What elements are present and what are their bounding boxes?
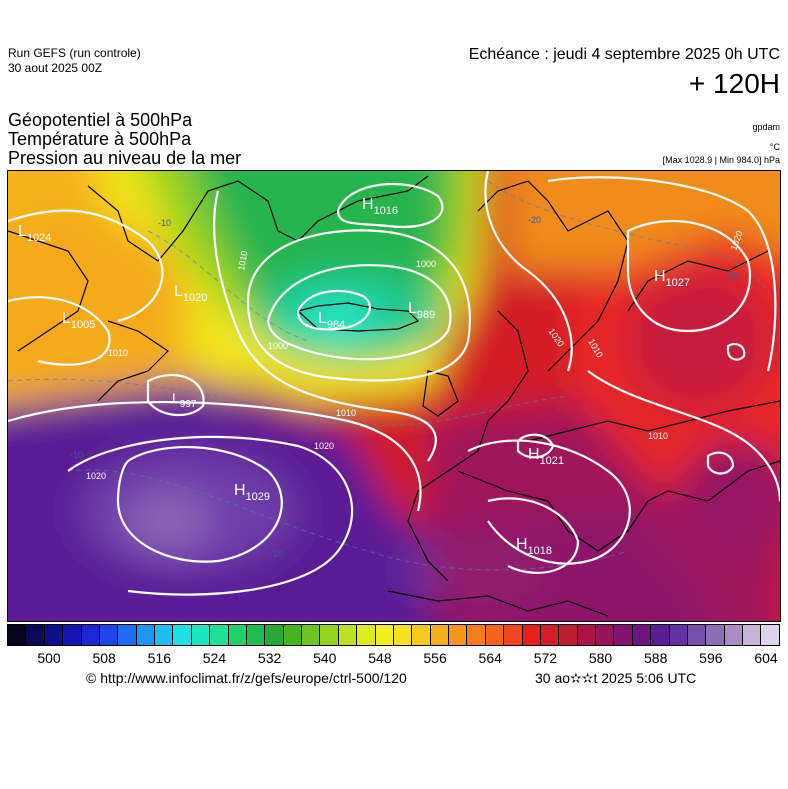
colorbar-swatch — [522, 625, 541, 645]
isobar-label: 1010 — [648, 431, 668, 441]
colorbar-swatch — [155, 625, 174, 645]
isobar-label: 1010 — [336, 408, 356, 418]
colorbar-swatch — [412, 625, 431, 645]
colorbar-swatch — [210, 625, 229, 645]
isotherm-value-labels: -20 -20 -10 -10 -10 — [70, 215, 739, 559]
isobars — [8, 171, 780, 596]
colorbar-swatch — [265, 625, 284, 645]
colorbar-tick-label: 540 — [313, 650, 337, 666]
colorbar-swatch — [540, 625, 560, 645]
colorbar-swatch — [651, 625, 670, 645]
geopotential-field — [8, 171, 780, 621]
unit-geopotential: gpdam — [752, 122, 780, 132]
run-date-label: 30 aout 2025 00Z — [8, 61, 103, 75]
lead-time-label: + 120H — [688, 68, 780, 99]
isotherm-label: -20 — [726, 271, 739, 281]
isobar-label: 1020 — [314, 441, 334, 451]
parameter-pressure: Pression au niveau de la mer — [8, 148, 242, 168]
colorbar-swatch — [338, 625, 358, 645]
colorbar-tick-label: 596 — [699, 650, 723, 666]
colorbar-swatch — [743, 625, 762, 645]
colorbar-swatch — [302, 625, 321, 645]
coastlines — [8, 175, 780, 617]
isotherm-label: -10 — [270, 549, 283, 559]
colorbar-swatch — [283, 625, 302, 645]
parameter-geopotential: Géopotentiel à 500hPa — [8, 110, 193, 130]
colorbar-swatch — [614, 625, 633, 645]
colorbar-swatch — [449, 625, 468, 645]
isobar-label: 1000 — [268, 341, 288, 351]
colorbar-tick-label: 532 — [257, 650, 282, 666]
colorbar-swatch — [485, 625, 505, 645]
colorbar-swatch — [467, 625, 486, 645]
colorbar-swatch — [357, 625, 376, 645]
source-url[interactable]: © http://www.infoclimat.fr/z/gefs/europe… — [86, 670, 407, 686]
colorbar — [7, 624, 780, 646]
unit-temperature: °C — [769, 142, 780, 152]
colorbar-tick-label: 500 — [37, 650, 61, 666]
weather-map: H1016 L1024 L1020 L1005 L984 L989 L997 H… — [7, 170, 781, 622]
colorbar-tick-label: 556 — [423, 650, 447, 666]
colorbar-swatch — [99, 625, 119, 645]
colorbar-swatch — [430, 625, 449, 645]
colorbar-swatch — [669, 625, 688, 645]
colorbar-swatch — [44, 625, 64, 645]
colorbar-swatch — [173, 625, 192, 645]
colorbar-swatch — [393, 625, 413, 645]
colorbar-tick-label: 548 — [368, 650, 392, 666]
unit-pressure-range: [Max 1028.9 | Min 984.0] hPa — [662, 155, 780, 165]
colorbar-swatch — [8, 625, 27, 645]
colorbar-tick-label: 588 — [644, 650, 668, 666]
parameter-temperature: Température à 500hPa — [8, 129, 192, 149]
colorbar-swatch — [687, 625, 707, 645]
colorbar-swatch — [596, 625, 615, 645]
colorbar-tick-label: 524 — [202, 650, 227, 666]
render-date: 30 ao✫✫t 2025 5:06 UTC — [535, 670, 697, 686]
isobar-label: 1010 — [108, 348, 128, 358]
valid-time-label: Echéance : jeudi 4 septembre 2025 0h UTC — [468, 46, 780, 63]
colorbar-swatch — [118, 625, 137, 645]
pressure-center-labels: H1016 L1024 L1020 L1005 L984 L989 L997 H… — [18, 196, 690, 557]
colorbar-swatch — [375, 625, 394, 645]
colorbar-tick-label: 580 — [588, 650, 613, 666]
colorbar-tick-label: 516 — [147, 650, 171, 666]
isobar-label: 1020 — [86, 471, 106, 481]
isotherm-lines — [8, 180, 780, 571]
colorbar-swatch — [81, 625, 100, 645]
isobar-label: 1000 — [416, 259, 436, 269]
isotherm-label: -20 — [528, 215, 541, 225]
colorbar-swatch — [559, 625, 578, 645]
colorbar-swatch — [191, 625, 211, 645]
run-model-label: Run GEFS (run controle) — [8, 46, 141, 60]
isotherm-label: -10 — [70, 450, 83, 460]
colorbar-swatch — [632, 625, 652, 645]
isobar-label: 1010 — [236, 250, 249, 271]
colorbar-swatch — [26, 625, 45, 645]
colorbar-swatch — [63, 625, 82, 645]
colorbar-swatch — [246, 625, 266, 645]
colorbar-swatch — [706, 625, 725, 645]
colorbar-swatch — [761, 625, 779, 645]
colorbar-swatch — [577, 625, 596, 645]
colorbar-swatch — [320, 625, 339, 645]
colorbar-swatch — [228, 625, 247, 645]
isotherm-label: -10 — [158, 218, 171, 228]
colorbar-tick-label: 572 — [533, 650, 558, 666]
colorbar-swatch — [504, 625, 523, 645]
colorbar-tick-label: 604 — [754, 650, 778, 666]
colorbar-tick-label: 564 — [478, 650, 502, 666]
colorbar-swatch — [724, 625, 743, 645]
colorbar-tick-label: 508 — [92, 650, 116, 666]
colorbar-swatch — [136, 625, 155, 645]
